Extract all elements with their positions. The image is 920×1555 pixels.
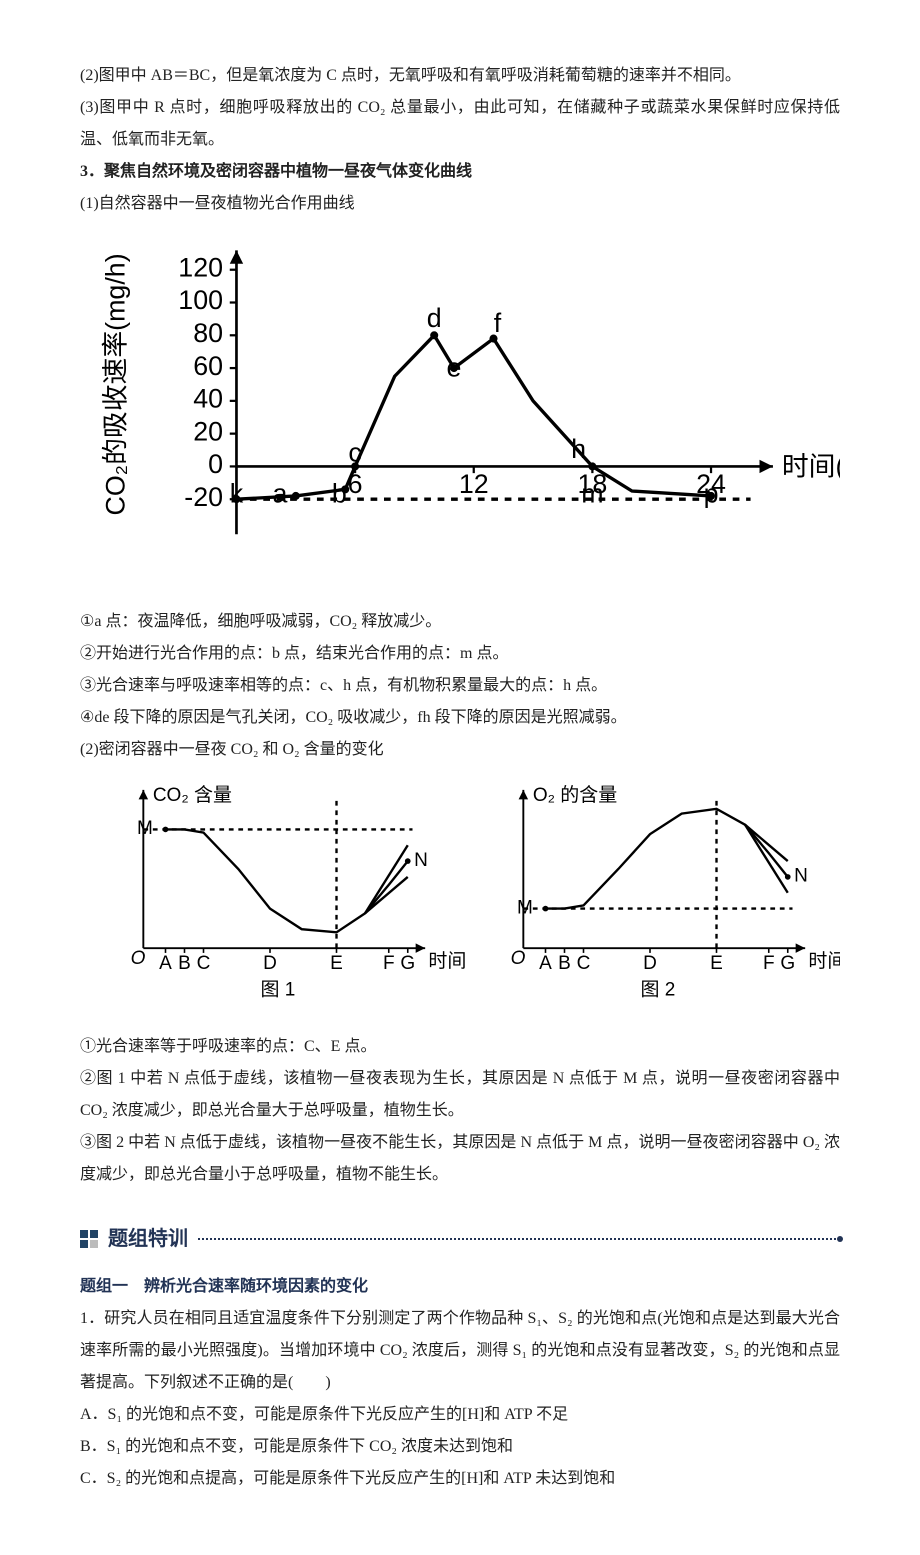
svg-text:k: k [230,478,244,508]
svg-text:CO₂的吸收速率(mg/h): CO₂的吸收速率(mg/h) [101,253,131,515]
svg-text:N: N [414,849,428,870]
option-c: C．S₂ 的光饱和点提高，可能是原条件下光反应产生的[H]和 ATP 未达到饱和 [80,1463,840,1495]
svg-text:b: b [332,478,347,508]
svg-text:m: m [581,478,603,508]
svg-text:C: C [197,952,211,973]
svg-text:F: F [383,952,395,973]
option-a: A．S₁ 的光饱和点不变，可能是原条件下光反应产生的[H]和 ATP 不足 [80,1399,840,1431]
grid-icon [80,1230,98,1248]
paragraph: (3)图甲中 R 点时，细胞呼吸释放出的 CO₂ 总量最小，由此可知，在储藏种子… [80,92,840,156]
svg-text:A: A [539,952,552,973]
paragraph: (2)密闭容器中一昼夜 CO₂ 和 O₂ 含量的变化 [80,734,840,766]
svg-text:图 2: 图 2 [640,979,675,1000]
svg-text:O: O [131,948,146,969]
svg-text:20: 20 [193,416,223,446]
svg-text:G: G [780,952,795,973]
svg-text:图 1: 图 1 [260,979,295,1000]
svg-text:F: F [763,952,775,973]
list-item: ④de 段下降的原因是气孔关闭，CO₂ 吸收减少，fh 段下降的原因是光照减弱。 [80,702,840,734]
paragraph: (2)图甲中 AB＝BC，但是氧浓度为 C 点时，无氧呼吸和有氧呼吸消耗葡萄糖的… [80,60,840,92]
svg-text:d: d [427,303,442,333]
svg-text:C: C [577,952,591,973]
section-header: 题组特训 [80,1219,840,1259]
svg-text:M: M [137,818,153,839]
question-stem: 1．研究人员在相同且适宜温度条件下分别测定了两个作物品种 S₁、S₂ 的光饱和点… [80,1303,840,1399]
svg-text:M: M [517,897,533,918]
svg-text:E: E [330,952,343,973]
svg-text:40: 40 [193,384,223,414]
svg-text:B: B [558,952,571,973]
svg-text:D: D [263,952,277,973]
svg-text:a: a [273,478,288,508]
svg-text:h: h [571,434,586,464]
section-title: 题组特训 [108,1219,188,1259]
svg-text:-20: -20 [184,482,223,512]
svg-text:N: N [794,865,808,886]
list-item: ②图 1 中若 N 点低于虚线，该植物一昼夜表现为生长，其原因是 N 点低于 M… [80,1063,840,1127]
svg-text:O: O [511,948,526,969]
svg-text:时间: 时间 [428,950,466,972]
list-item: ②开始进行光合作用的点：b 点，结束光合作用的点：m 点。 [80,638,840,670]
svg-text:60: 60 [193,351,223,381]
list-item: ③光合速率与呼吸速率相等的点：c、h 点，有机物积累量最大的点：h 点。 [80,670,840,702]
svg-text:A: A [159,952,172,973]
list-item: ①a 点：夜温降低，细胞呼吸减弱，CO₂ 释放减少。 [80,606,840,638]
svg-text:时间(时): 时间(时) [782,451,840,481]
svg-text:120: 120 [178,252,223,282]
svg-text:0: 0 [208,449,223,479]
list-item: ③图 2 中若 N 点低于虚线，该植物一昼夜不能生长，其原因是 N 点低于 M … [80,1127,840,1191]
list-item: ①光合速率等于呼吸速率的点：C、E 点。 [80,1031,840,1063]
paragraph: (1)自然容器中一昼夜植物光合作用曲线 [80,188,840,220]
svg-text:G: G [400,952,415,973]
svg-text:80: 80 [193,318,223,348]
svg-text:6: 6 [348,469,363,499]
chart-2: OABCDEFGMNCO₂ 含量时间图 1OABCDEFGMNO₂ 的含量时间图… [80,774,840,1024]
svg-text:E: E [710,952,723,973]
decorative-line [198,1238,840,1240]
svg-text:12: 12 [459,469,489,499]
svg-text:D: D [643,952,657,973]
svg-text:B: B [178,952,191,973]
svg-text:CO₂ 含量: CO₂ 含量 [153,784,232,806]
chart-1: -200204060801001206121824akbcdefhmpCO₂的吸… [80,228,840,598]
svg-text:O₂ 的含量: O₂ 的含量 [533,784,617,806]
svg-text:f: f [494,308,502,338]
option-b: B．S₁ 的光饱和点不变，可能是原条件下 CO₂ 浓度未达到饱和 [80,1431,840,1463]
heading: 3．聚焦自然环境及密闭容器中植物一昼夜气体变化曲线 [80,156,840,188]
svg-text:时间: 时间 [808,950,840,972]
group-title: 题组一 辨析光合速率随环境因素的变化 [80,1271,840,1303]
svg-text:100: 100 [178,285,223,315]
